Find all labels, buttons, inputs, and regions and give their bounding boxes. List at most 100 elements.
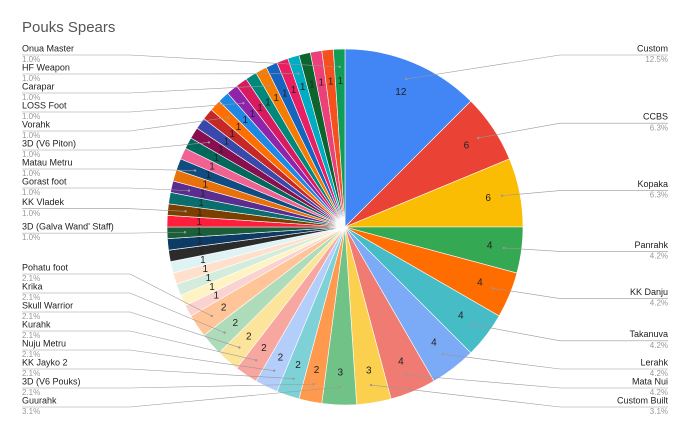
legend-label: CCBS (643, 112, 668, 122)
legend-label: KK Jayko 2 (22, 357, 68, 367)
leader-line (22, 330, 257, 361)
legend-label: Carapar (22, 81, 55, 91)
legend-label: Custom Built (617, 395, 669, 405)
leader-dot (338, 385, 341, 389)
slice-value: 1 (209, 282, 215, 293)
leader-dot (223, 331, 226, 334)
slice-value: 12 (395, 87, 407, 98)
slice-value: 1 (273, 93, 279, 104)
legend-label: KK Danju (630, 287, 668, 297)
legend-label: Guurahk (22, 395, 57, 405)
leader-dot (207, 141, 211, 144)
leader-dot (470, 323, 474, 326)
leader-line (22, 311, 240, 348)
leader-dot (405, 373, 408, 377)
leader-line (406, 374, 668, 389)
slice-value: 3 (337, 368, 343, 379)
slice-value: 2 (246, 331, 252, 342)
slice-value: 1 (257, 103, 263, 114)
slice-value: 1 (213, 153, 219, 164)
legend-percent: 2.1% (22, 293, 40, 302)
legend-label: Lerahk (640, 357, 668, 367)
legend-percent: 4.2% (650, 388, 668, 397)
legend-percent: 1.0% (22, 209, 40, 218)
slice-value: 1 (282, 89, 288, 100)
slice-value: 1 (197, 207, 203, 218)
leader-dot (193, 169, 197, 172)
leader-line (22, 168, 196, 171)
leader-dot (242, 101, 245, 105)
legend-label: Vorahk (22, 119, 51, 129)
leader-line (22, 383, 314, 389)
leader-dot (184, 210, 187, 213)
legend-percent: 4.2% (650, 299, 668, 308)
legend-percent: 4.2% (650, 369, 668, 378)
slice-value: 1 (300, 82, 306, 93)
leader-dot (268, 84, 271, 87)
slice-value: 1 (200, 255, 206, 266)
slice-value: 1 (206, 170, 212, 181)
legend-percent: 2.1% (22, 350, 40, 359)
legend-label: Pohatu foot (22, 262, 69, 272)
leader-line (22, 231, 185, 234)
slice-value: 1 (198, 245, 204, 256)
slice-value: 1 (242, 115, 248, 126)
legend-percent: 1.0% (22, 150, 40, 159)
legend-label: 3D (V6 Piton) (22, 138, 76, 148)
leader-dot (210, 314, 213, 318)
slice-value: 1 (200, 188, 206, 199)
slice-value: 1 (236, 122, 242, 133)
legend-label: Krika (22, 281, 43, 291)
leader-line (22, 368, 294, 379)
slice-value: 1 (309, 79, 315, 90)
leader-line (22, 117, 229, 132)
slice-value: 3 (366, 366, 372, 377)
legend-label: Custom (637, 43, 668, 53)
leader-line (22, 273, 212, 317)
leader-dot (338, 65, 341, 69)
leader-line (22, 54, 340, 68)
legend-label: Matau Metru (22, 157, 73, 167)
slice-value: 1 (196, 226, 202, 237)
legend-percent: 1.0% (22, 112, 40, 121)
leader-dot (405, 77, 408, 81)
legend-percent: 1.0% (22, 233, 40, 242)
legend-percent: 1.0% (22, 131, 40, 140)
legend-percent: 12.5% (645, 55, 668, 64)
leader-dot (187, 189, 191, 192)
leader-line (406, 54, 668, 80)
slice-value: 1 (224, 137, 230, 148)
legend-percent: 2.1% (22, 331, 40, 340)
legend-percent: 2.1% (22, 369, 40, 378)
slice-value: 2 (295, 360, 301, 371)
legend-percent: 2.1% (22, 388, 40, 397)
slice-value: 1 (209, 161, 215, 172)
leader-dot (312, 382, 315, 386)
slice-value: 1 (213, 290, 219, 301)
slice-value: 2 (221, 303, 227, 314)
legend-percent: 6.3% (650, 123, 668, 132)
legend-label: Kopaka (637, 179, 668, 189)
legend-percent: 6.3% (650, 191, 668, 200)
leader-line (442, 353, 668, 370)
slice-value: 4 (398, 356, 404, 367)
leader-dot (297, 72, 300, 75)
legend-label: Panrahk (634, 240, 668, 250)
pie-slice (344, 48, 472, 228)
pie-slice (333, 48, 346, 228)
chart-title: Pouks Spears (22, 19, 115, 36)
legend-percent: 2.1% (22, 312, 40, 321)
slice-value: 6 (464, 141, 470, 152)
legend-percent: 4.2% (650, 341, 668, 350)
leader-dot (369, 383, 373, 387)
legend-percent: 1.0% (22, 93, 40, 102)
slice-value: 1 (203, 179, 209, 190)
legend-label: 3D (V6 Pouks) (22, 376, 81, 386)
leader-line (502, 190, 668, 197)
slice-value: 4 (431, 337, 437, 348)
leader-dot (292, 377, 295, 380)
leader-line (22, 142, 209, 151)
slice-value: 4 (487, 241, 493, 252)
leader-line (22, 102, 244, 113)
